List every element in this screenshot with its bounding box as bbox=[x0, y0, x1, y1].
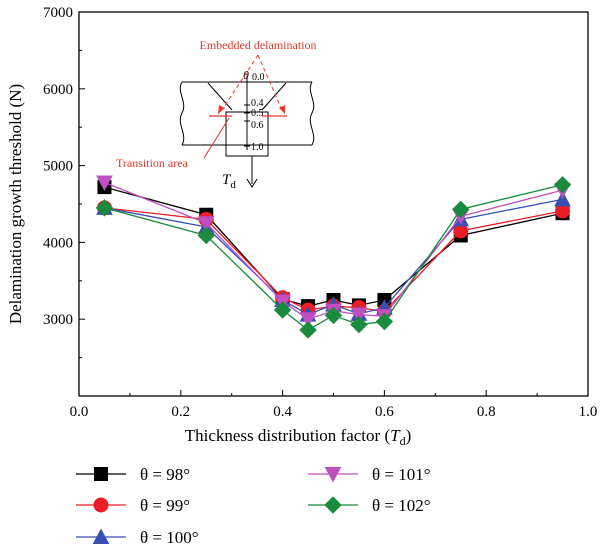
inset-delam-arrowhead-right bbox=[279, 105, 285, 114]
inset-scale-label-0: 0.0 bbox=[252, 72, 265, 83]
y-tick-label: 7000 bbox=[43, 5, 73, 21]
y-tick-label: 4000 bbox=[43, 235, 73, 251]
inset-delam-arrow-right bbox=[257, 54, 283, 111]
y-tick-label: 5000 bbox=[43, 159, 73, 175]
legend-label: θ = 101° bbox=[372, 465, 431, 484]
x-axis-ticks: 0.0 0.2 0.4 0.6 0.8 1.0 bbox=[70, 390, 598, 420]
inset-schematic: Embedded delamination θ 0.0 0.4 0.5 0.6 … bbox=[116, 38, 316, 191]
inset-td-symbol: T bbox=[222, 172, 232, 188]
inset-scale-label-1: 0.4 bbox=[251, 98, 264, 109]
inset-right-break bbox=[309, 81, 315, 146]
legend-item: θ = 98° bbox=[76, 465, 190, 484]
series-3 bbox=[96, 190, 571, 322]
x-axis-label-symbol: T bbox=[390, 426, 401, 445]
legend-item: θ = 102° bbox=[308, 496, 431, 515]
legend-label: θ = 102° bbox=[372, 496, 431, 515]
y-tick-label: 3000 bbox=[43, 312, 73, 328]
data-point bbox=[299, 321, 317, 339]
series-line bbox=[104, 186, 563, 307]
legend-marker bbox=[92, 528, 110, 544]
x-tick-label: 0.2 bbox=[171, 404, 190, 420]
data-point bbox=[197, 216, 215, 232]
data-point bbox=[375, 312, 394, 331]
legend-label: θ = 98° bbox=[140, 465, 190, 484]
inset-scale-label-2: 0.5 bbox=[251, 108, 264, 119]
inset-scale-label-3: 0.6 bbox=[251, 120, 264, 131]
inset-scale-label-4: 1.0 bbox=[251, 142, 264, 153]
x-axis-label-sub: d bbox=[400, 434, 406, 448]
inset-right-diagonal bbox=[261, 82, 287, 111]
data-point bbox=[553, 176, 572, 194]
legend-item: θ = 100° bbox=[76, 528, 199, 547]
x-tick-label: 0.8 bbox=[477, 404, 496, 420]
data-point bbox=[273, 301, 292, 319]
y-tick-label: 6000 bbox=[43, 82, 73, 98]
inset-delam-arrowhead-left bbox=[218, 105, 225, 114]
legend-marker bbox=[93, 497, 109, 513]
x-tick-label: 0.4 bbox=[273, 404, 292, 420]
inset-left-diagonal bbox=[207, 82, 233, 111]
y-axis-ticks: 3000 4000 5000 6000 7000 bbox=[43, 5, 85, 359]
legend-marker bbox=[324, 496, 342, 514]
data-point bbox=[554, 190, 571, 207]
data-point bbox=[350, 315, 368, 334]
legend-marker bbox=[94, 467, 108, 481]
plot-frame bbox=[78, 11, 589, 397]
data-point bbox=[96, 175, 113, 192]
inset-td-sub: d bbox=[230, 179, 236, 191]
data-point bbox=[95, 199, 114, 217]
series-layer bbox=[95, 175, 572, 339]
legend-item: θ = 99° bbox=[76, 496, 190, 515]
legend-marker bbox=[324, 467, 342, 483]
inset-title: Embedded delamination bbox=[200, 38, 317, 52]
x-axis-label: Thickness distribution factor (Td) bbox=[185, 426, 412, 448]
x-tick-label: 0.0 bbox=[70, 404, 89, 420]
legend-label: θ = 99° bbox=[140, 496, 190, 515]
inset-theta-label: θ bbox=[243, 68, 249, 82]
inset-transition-label: Transition area bbox=[116, 156, 189, 170]
inset-left-break bbox=[179, 81, 185, 146]
legend: θ = 98° θ = 99° θ = 100° θ = 101° θ = 102° bbox=[76, 465, 431, 547]
inset-td-label: Td bbox=[222, 172, 236, 191]
x-tick-label: 1.0 bbox=[579, 404, 598, 420]
x-axis-label-text: Thickness distribution factor bbox=[185, 426, 381, 445]
series-5 bbox=[95, 176, 572, 339]
inset-delam-arrow-left bbox=[221, 54, 259, 111]
legend-item: θ = 101° bbox=[308, 465, 431, 484]
data-point bbox=[350, 307, 368, 324]
y-axis-label: Delamination growth threshold (N) bbox=[6, 84, 25, 324]
inset-transition-pointer bbox=[203, 117, 230, 159]
data-point bbox=[197, 226, 215, 245]
data-point bbox=[299, 312, 317, 328]
x-tick-label: 0.6 bbox=[375, 404, 394, 420]
legend-label: θ = 100° bbox=[140, 528, 199, 547]
inset-td-arrowhead bbox=[246, 178, 258, 188]
data-point bbox=[324, 306, 343, 325]
data-point bbox=[452, 200, 470, 219]
series-4 bbox=[96, 175, 571, 328]
